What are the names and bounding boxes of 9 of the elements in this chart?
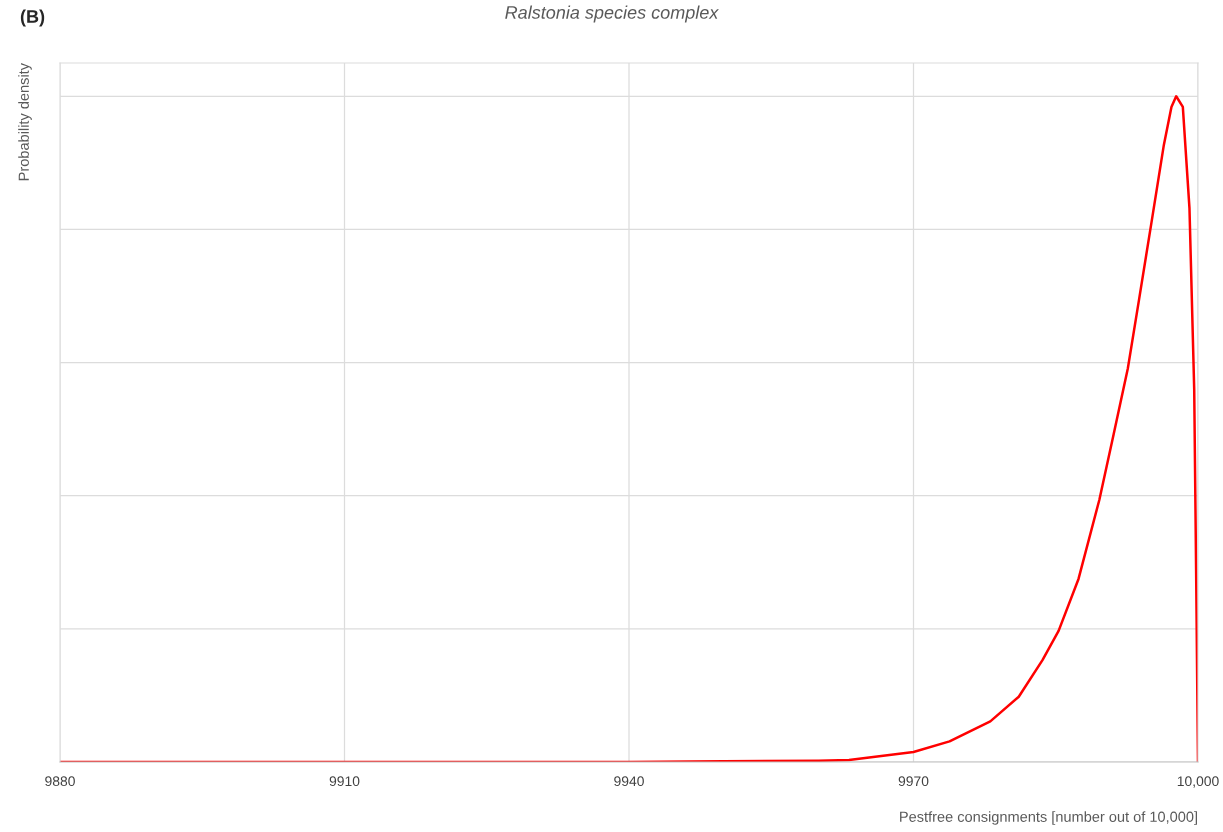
x-tick-label: 9910 [329, 776, 360, 787]
y-axis-title: Probability density [18, 63, 32, 181]
x-tick-label: 10,000 [1177, 776, 1219, 788]
x-tick-label: 9970 [898, 776, 929, 787]
chart-title: Ralstonia species complex [505, 5, 719, 23]
text: (B) [20, 9, 45, 27]
x-tick-label: 9880 [45, 776, 75, 787]
x-tick-label: 9940 [614, 776, 644, 787]
x-axis-title: Pestfree consignments [number out of 10,000] [900, 811, 1197, 825]
